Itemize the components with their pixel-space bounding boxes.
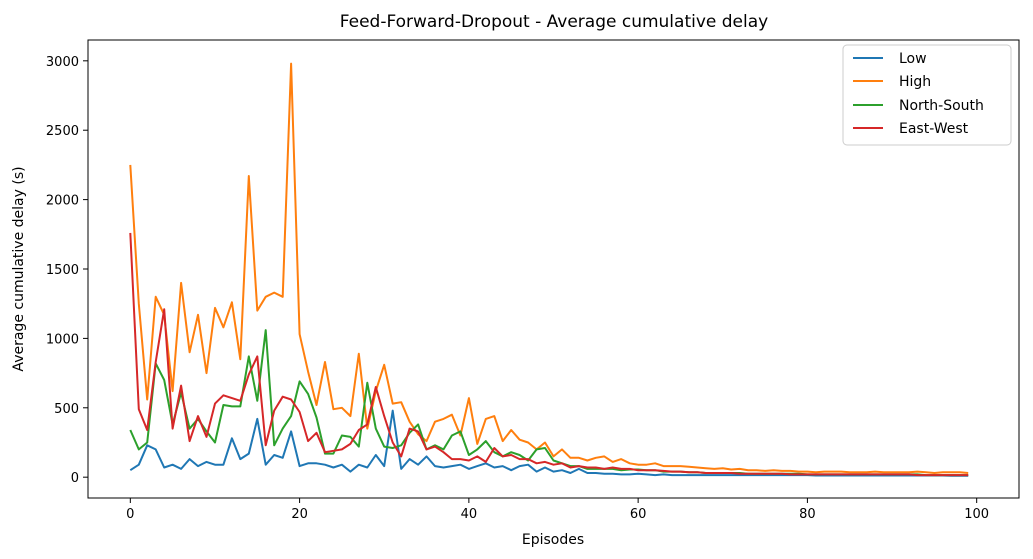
legend: Low High North-South East-West [842,44,1012,146]
x-tick-label: 20 [291,507,308,522]
legend-label-low: Low [899,51,927,67]
series-layer [129,62,969,477]
x-tick-label: 40 [461,507,478,522]
y-axis-label: Average cumulative delay (s) [11,166,27,371]
series-line-high [129,62,969,474]
chart-title: Feed-Forward-Dropout - Average cumulativ… [340,12,768,32]
x-tick-label: 80 [799,507,816,522]
series-line-east-west [129,232,969,477]
y-tick-label: 0 [71,471,79,486]
y-tick-label: 3000 [46,55,79,70]
y-tick-label: 1500 [46,263,79,278]
legend-box [842,44,1012,146]
x-axis: 0 20 40 60 80 100 [126,498,989,522]
y-tick-label: 1000 [46,332,79,347]
legend-label-east-west: East-West [899,121,969,137]
y-tick-label: 2000 [46,194,79,209]
x-tick-label: 100 [964,507,989,522]
legend-label-north-south: North-South [899,98,984,114]
y-tick-label: 2500 [46,124,79,139]
y-tick-label: 500 [54,402,79,417]
x-tick-label: 0 [126,507,134,522]
series-line-low [129,409,969,477]
series-line-north-south [129,329,969,477]
x-tick-label: 60 [630,507,647,522]
x-axis-label: Episodes [522,532,584,548]
y-axis: 0 500 1000 1500 2000 2500 3000 [46,55,88,486]
legend-label-high: High [899,74,931,90]
